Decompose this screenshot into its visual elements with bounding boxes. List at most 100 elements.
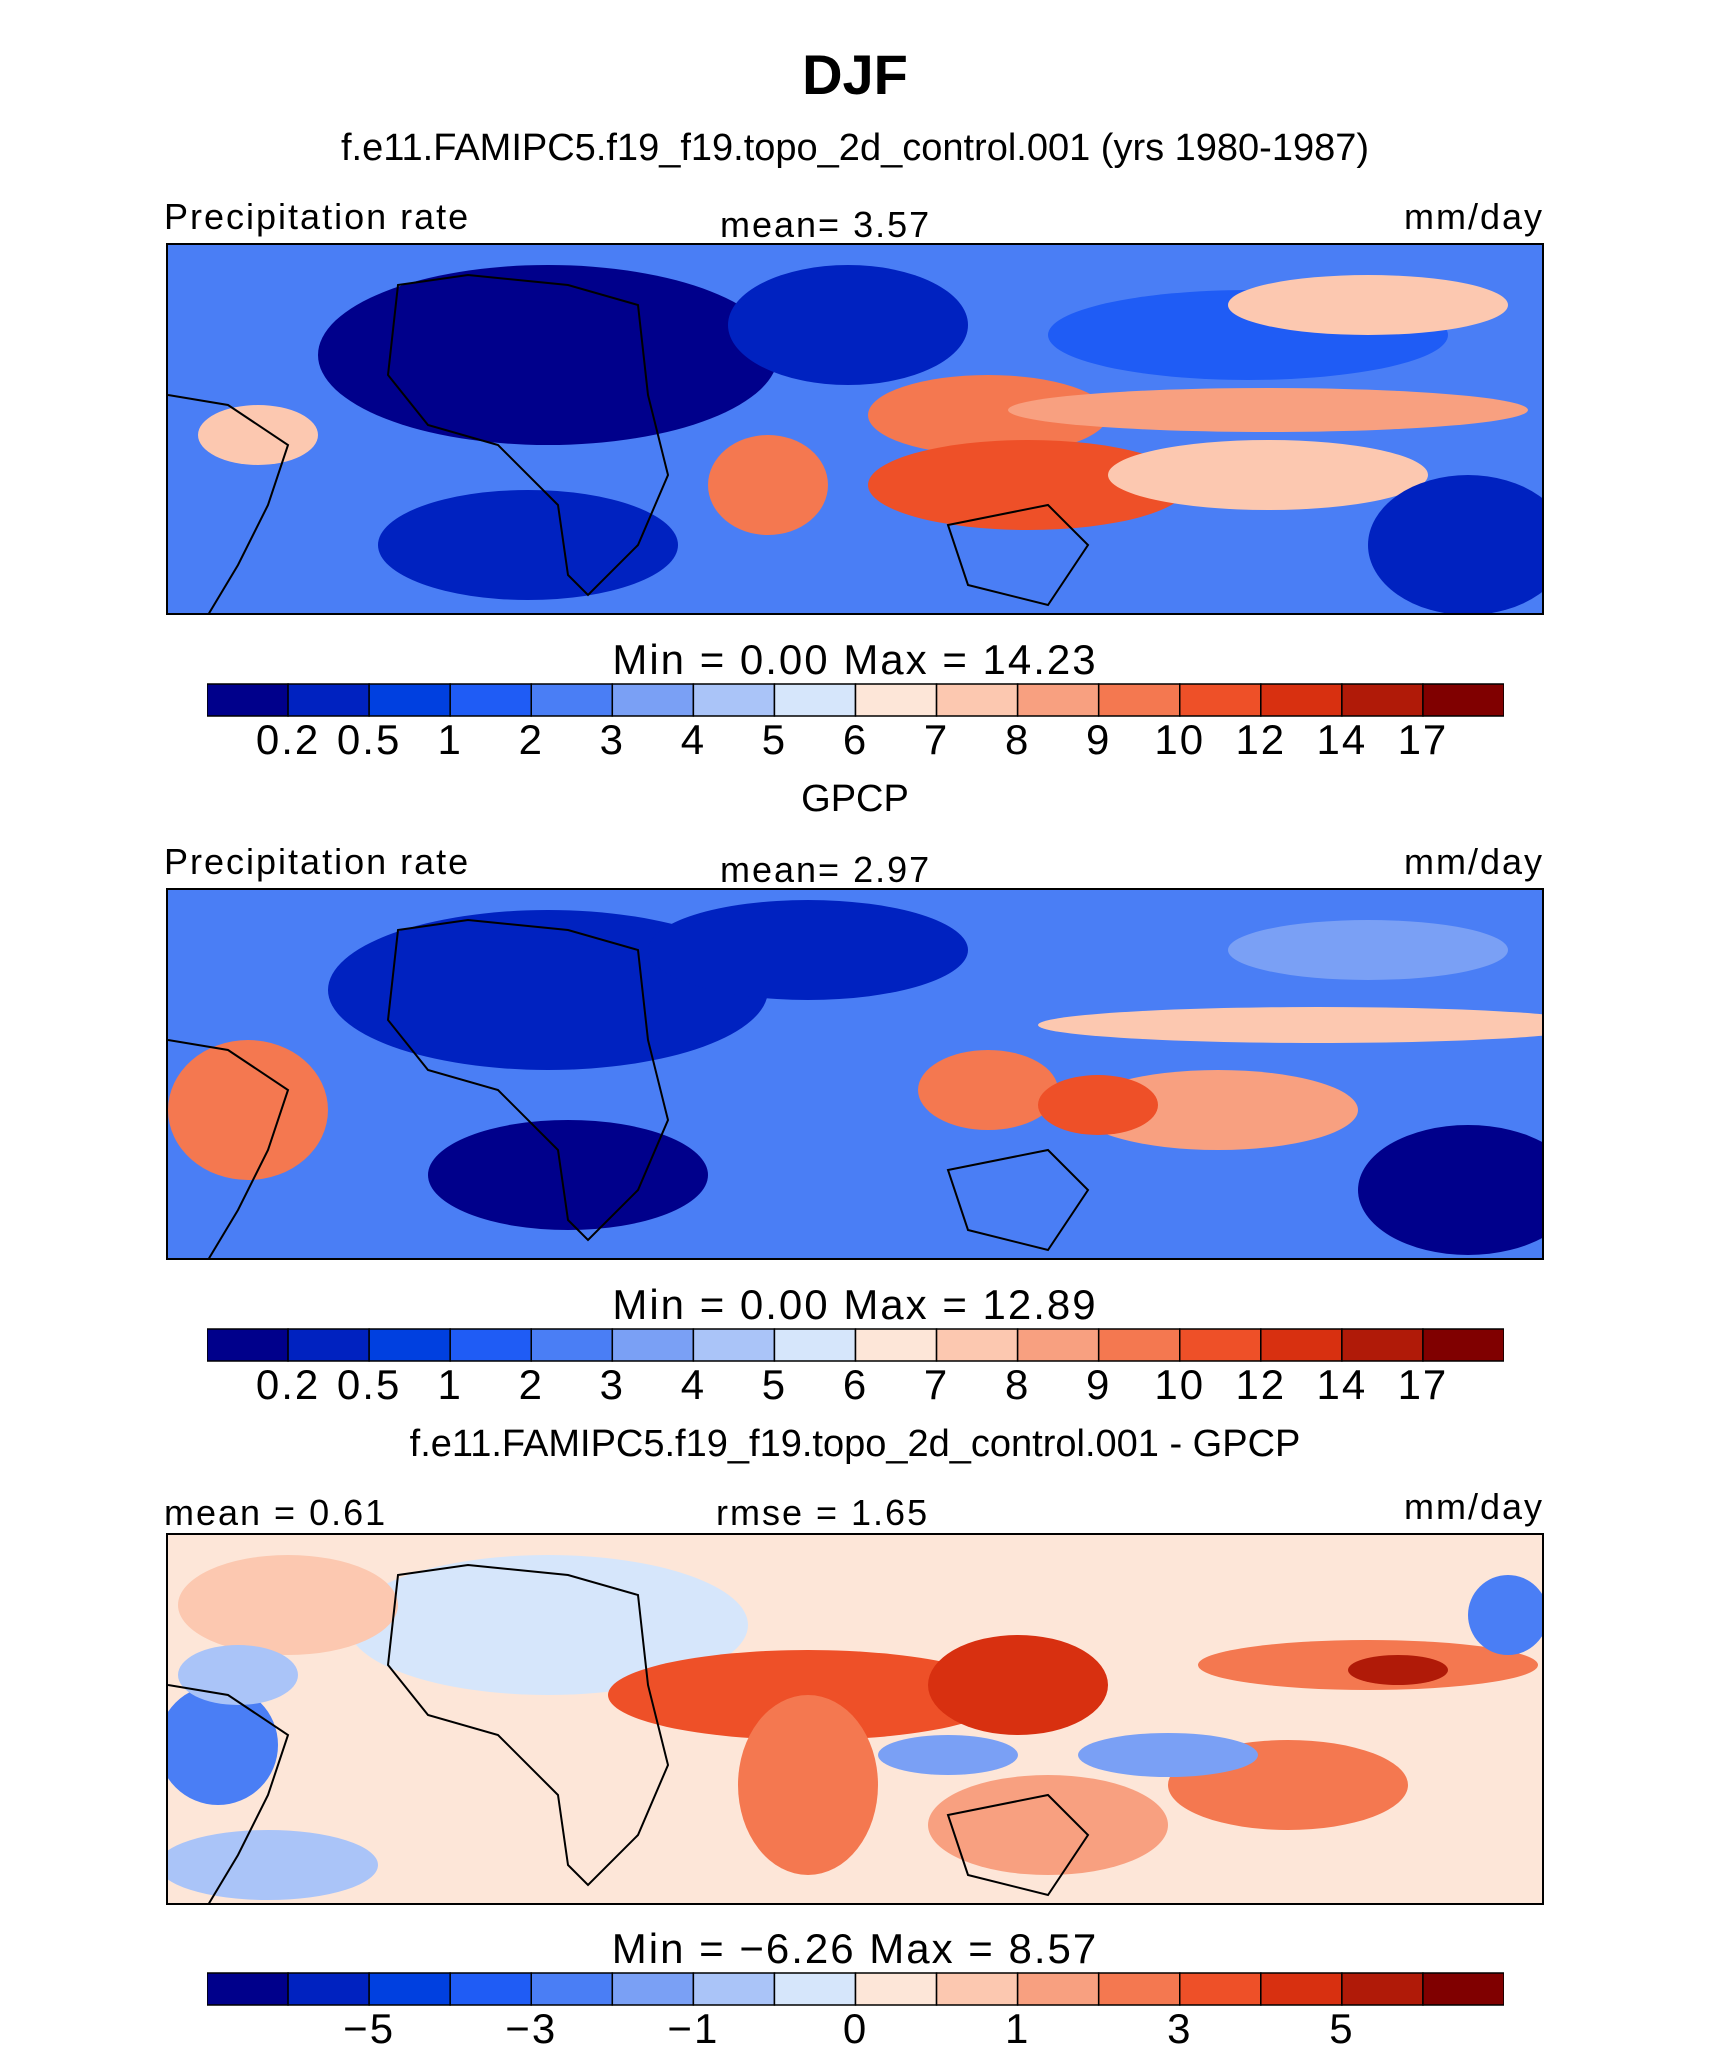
panel-2-title: GPCP	[801, 778, 909, 820]
panel-3-colorbar-swatch	[935, 1972, 1019, 2006]
panel-2-colorbar-tick-label: 9	[1086, 1361, 1112, 1408]
panel-2-colorbar-swatch	[1016, 1328, 1100, 1362]
panel-1-colorbar-swatch	[1016, 683, 1100, 717]
panel-2-colorbar-tick-label: 17	[1397, 1361, 1449, 1408]
panel-3-colorbar-swatch	[773, 1972, 857, 2006]
panel-1-colorbar-swatch	[1341, 683, 1424, 717]
panel-2-units-label: mm/day	[1403, 841, 1544, 882]
panel-3-colorbar-swatch	[854, 1972, 938, 2006]
panel-3-colorbar	[206, 1972, 1505, 2006]
panel-2-colorbar-swatch	[1179, 1328, 1262, 1362]
panel-1-colorbar-tick-label: 4	[680, 716, 707, 763]
panel-3-colorbar-swatch	[1260, 1972, 1343, 2006]
panel-1-colorbar-swatch	[1260, 683, 1343, 717]
panel-3-colorbar-tick-label: 5	[1329, 2005, 1355, 2052]
panel-3-colorbar-tick-label: −1	[667, 2005, 720, 2052]
panel-1-colorbar-tick-label: 0.2	[255, 716, 321, 763]
panel-3-colorbar-svg	[206, 1972, 1505, 2006]
panel-1-colorbar-swatch	[1179, 683, 1262, 717]
panel-2-colorbar-swatch	[773, 1328, 857, 1362]
panel-1-colorbar-swatch	[449, 683, 532, 717]
panel-1-colorbar-tick-label: 7	[923, 716, 950, 763]
panel-2-colorbar-tick-label: 8	[1004, 1361, 1031, 1408]
panel-1-map	[166, 243, 1544, 615]
panel-2-colorbar-swatch	[1341, 1328, 1424, 1362]
panel-3-units-label: mm/day	[1403, 1486, 1544, 1527]
panel-2-colorbar-tick-label: 14	[1316, 1361, 1368, 1408]
panel-2-colorbar-tick-label: 6	[842, 1361, 869, 1408]
panel-1-mean-label: mean= 3.57	[720, 204, 932, 245]
panel-2-colorbar-swatch	[692, 1328, 776, 1362]
panel-3-colorbar-swatch	[449, 1972, 532, 2006]
panel-1-colorbar-swatch	[773, 683, 857, 717]
panel-3-colorbar-tick-label: 0	[842, 2005, 869, 2052]
panel-1-colorbar-tick-label: 9	[1086, 716, 1112, 763]
panel-1-colorbar-tick-label: 1	[437, 716, 463, 763]
panel-1-colorbar-swatch	[206, 683, 289, 717]
panel-2-colorbar-tick-label: 12	[1235, 1361, 1287, 1408]
panel-2-colorbar-tick-label: 0.5	[336, 1361, 402, 1408]
panel-1-colorbar-swatch	[287, 683, 370, 717]
panel-2-colorbar-swatch	[935, 1328, 1019, 1362]
panel-3-colorbar-tick-label: 3	[1167, 2005, 1193, 2052]
panel-2-colorbar-tick-label: 4	[680, 1361, 707, 1408]
panel-2-mean-label: mean= 2.97	[720, 849, 932, 890]
panel-1-colorbar-tick-label: 8	[1004, 716, 1031, 763]
panel-2-colorbar-tick-label: 3	[599, 1361, 625, 1408]
panel-1-colorbar-tick-label: 17	[1397, 716, 1449, 763]
panel-1-colorbar-swatch	[1422, 683, 1505, 717]
panel-3-colorbar-swatch	[611, 1972, 695, 2006]
panel-1-colorbar-tick-label: 14	[1316, 716, 1368, 763]
panel-3-colorbar-swatch	[1016, 1972, 1100, 2006]
panel-1-colorbar-tick-label: 3	[599, 716, 625, 763]
panel-1-colorbar-tick-label: 10	[1154, 716, 1206, 763]
panel-3-title: f.e11.FAMIPC5.f19_f19.topo_2d_control.00…	[409, 1423, 1301, 1465]
panel-1-colorbar	[206, 683, 1505, 717]
panel-1-colorbar-swatch	[692, 683, 776, 717]
panel-1-variable-label: Precipitation rate	[164, 196, 471, 237]
panel-2-colorbar-tick-label: 1	[437, 1361, 463, 1408]
panel-2-colorbar-swatch	[1260, 1328, 1343, 1362]
panel-1-colorbar-swatch	[935, 683, 1019, 717]
panel-2-colorbar-tick-label: 2	[518, 1361, 544, 1408]
panel-3-colorbar-swatch	[530, 1972, 614, 2006]
panel-2-colorbar-swatch	[1097, 1328, 1181, 1362]
panel-3-colorbar-swatch	[287, 1972, 370, 2006]
panel-1-units-label: mm/day	[1403, 196, 1544, 237]
panel-3-colorbar-tick-label: −5	[343, 2005, 396, 2052]
panel-3-colorbar-tick-label: −3	[505, 2005, 558, 2052]
panel-3-colorbar-swatch	[1422, 1972, 1505, 2006]
panel-1-colorbar-swatch	[854, 683, 938, 717]
panel-2-colorbar-swatch	[368, 1328, 451, 1362]
panel-2-colorbar-swatch	[287, 1328, 370, 1362]
panel-2-colorbar-swatch	[854, 1328, 938, 1362]
panel-2-colorbar-swatch	[1422, 1328, 1505, 1362]
panel-3-colorbar-swatch	[1341, 1972, 1424, 2006]
panel-2-map	[166, 888, 1544, 1260]
panel-3-min-max: Min = −6.26 Max = 8.57	[611, 1925, 1099, 1972]
panel-3-map	[166, 1533, 1544, 1905]
panel-2-colorbar-tick-label: 0.2	[255, 1361, 321, 1408]
panel-1-colorbar-tick-label: 6	[842, 716, 869, 763]
figure-title: DJF	[802, 43, 908, 106]
panel-3-colorbar-tick-label: 1	[1004, 2005, 1031, 2052]
panel-1-colorbar-swatch	[1097, 683, 1181, 717]
panel-2-colorbar-swatch	[206, 1328, 289, 1362]
panel-1-colorbar-svg	[206, 683, 1505, 717]
panel-1-colorbar-swatch	[611, 683, 695, 717]
panel-2-colorbar-svg	[206, 1328, 1505, 1362]
panel-3-rmse-label: rmse = 1.65	[716, 1492, 930, 1533]
panel-3-colorbar-swatch	[1097, 1972, 1181, 2006]
panel-2-colorbar	[206, 1328, 1505, 1362]
panel-1-colorbar-swatch	[530, 683, 614, 717]
panel-2-colorbar-swatch	[530, 1328, 614, 1362]
panel-3-colorbar-swatch	[368, 1972, 451, 2006]
panel-3-colorbar-swatch	[206, 1972, 289, 2006]
panel-1-colorbar-tick-label: 5	[761, 716, 788, 763]
panel-1-colorbar-tick-label: 0.5	[336, 716, 402, 763]
panel-3-colorbar-swatch	[1179, 1972, 1262, 2006]
panel-3-colorbar-swatch	[692, 1972, 776, 2006]
panel-1-colorbar-tick-label: 2	[518, 716, 544, 763]
panel-2-colorbar-swatch	[449, 1328, 532, 1362]
panel-2-colorbar-swatch	[611, 1328, 695, 1362]
